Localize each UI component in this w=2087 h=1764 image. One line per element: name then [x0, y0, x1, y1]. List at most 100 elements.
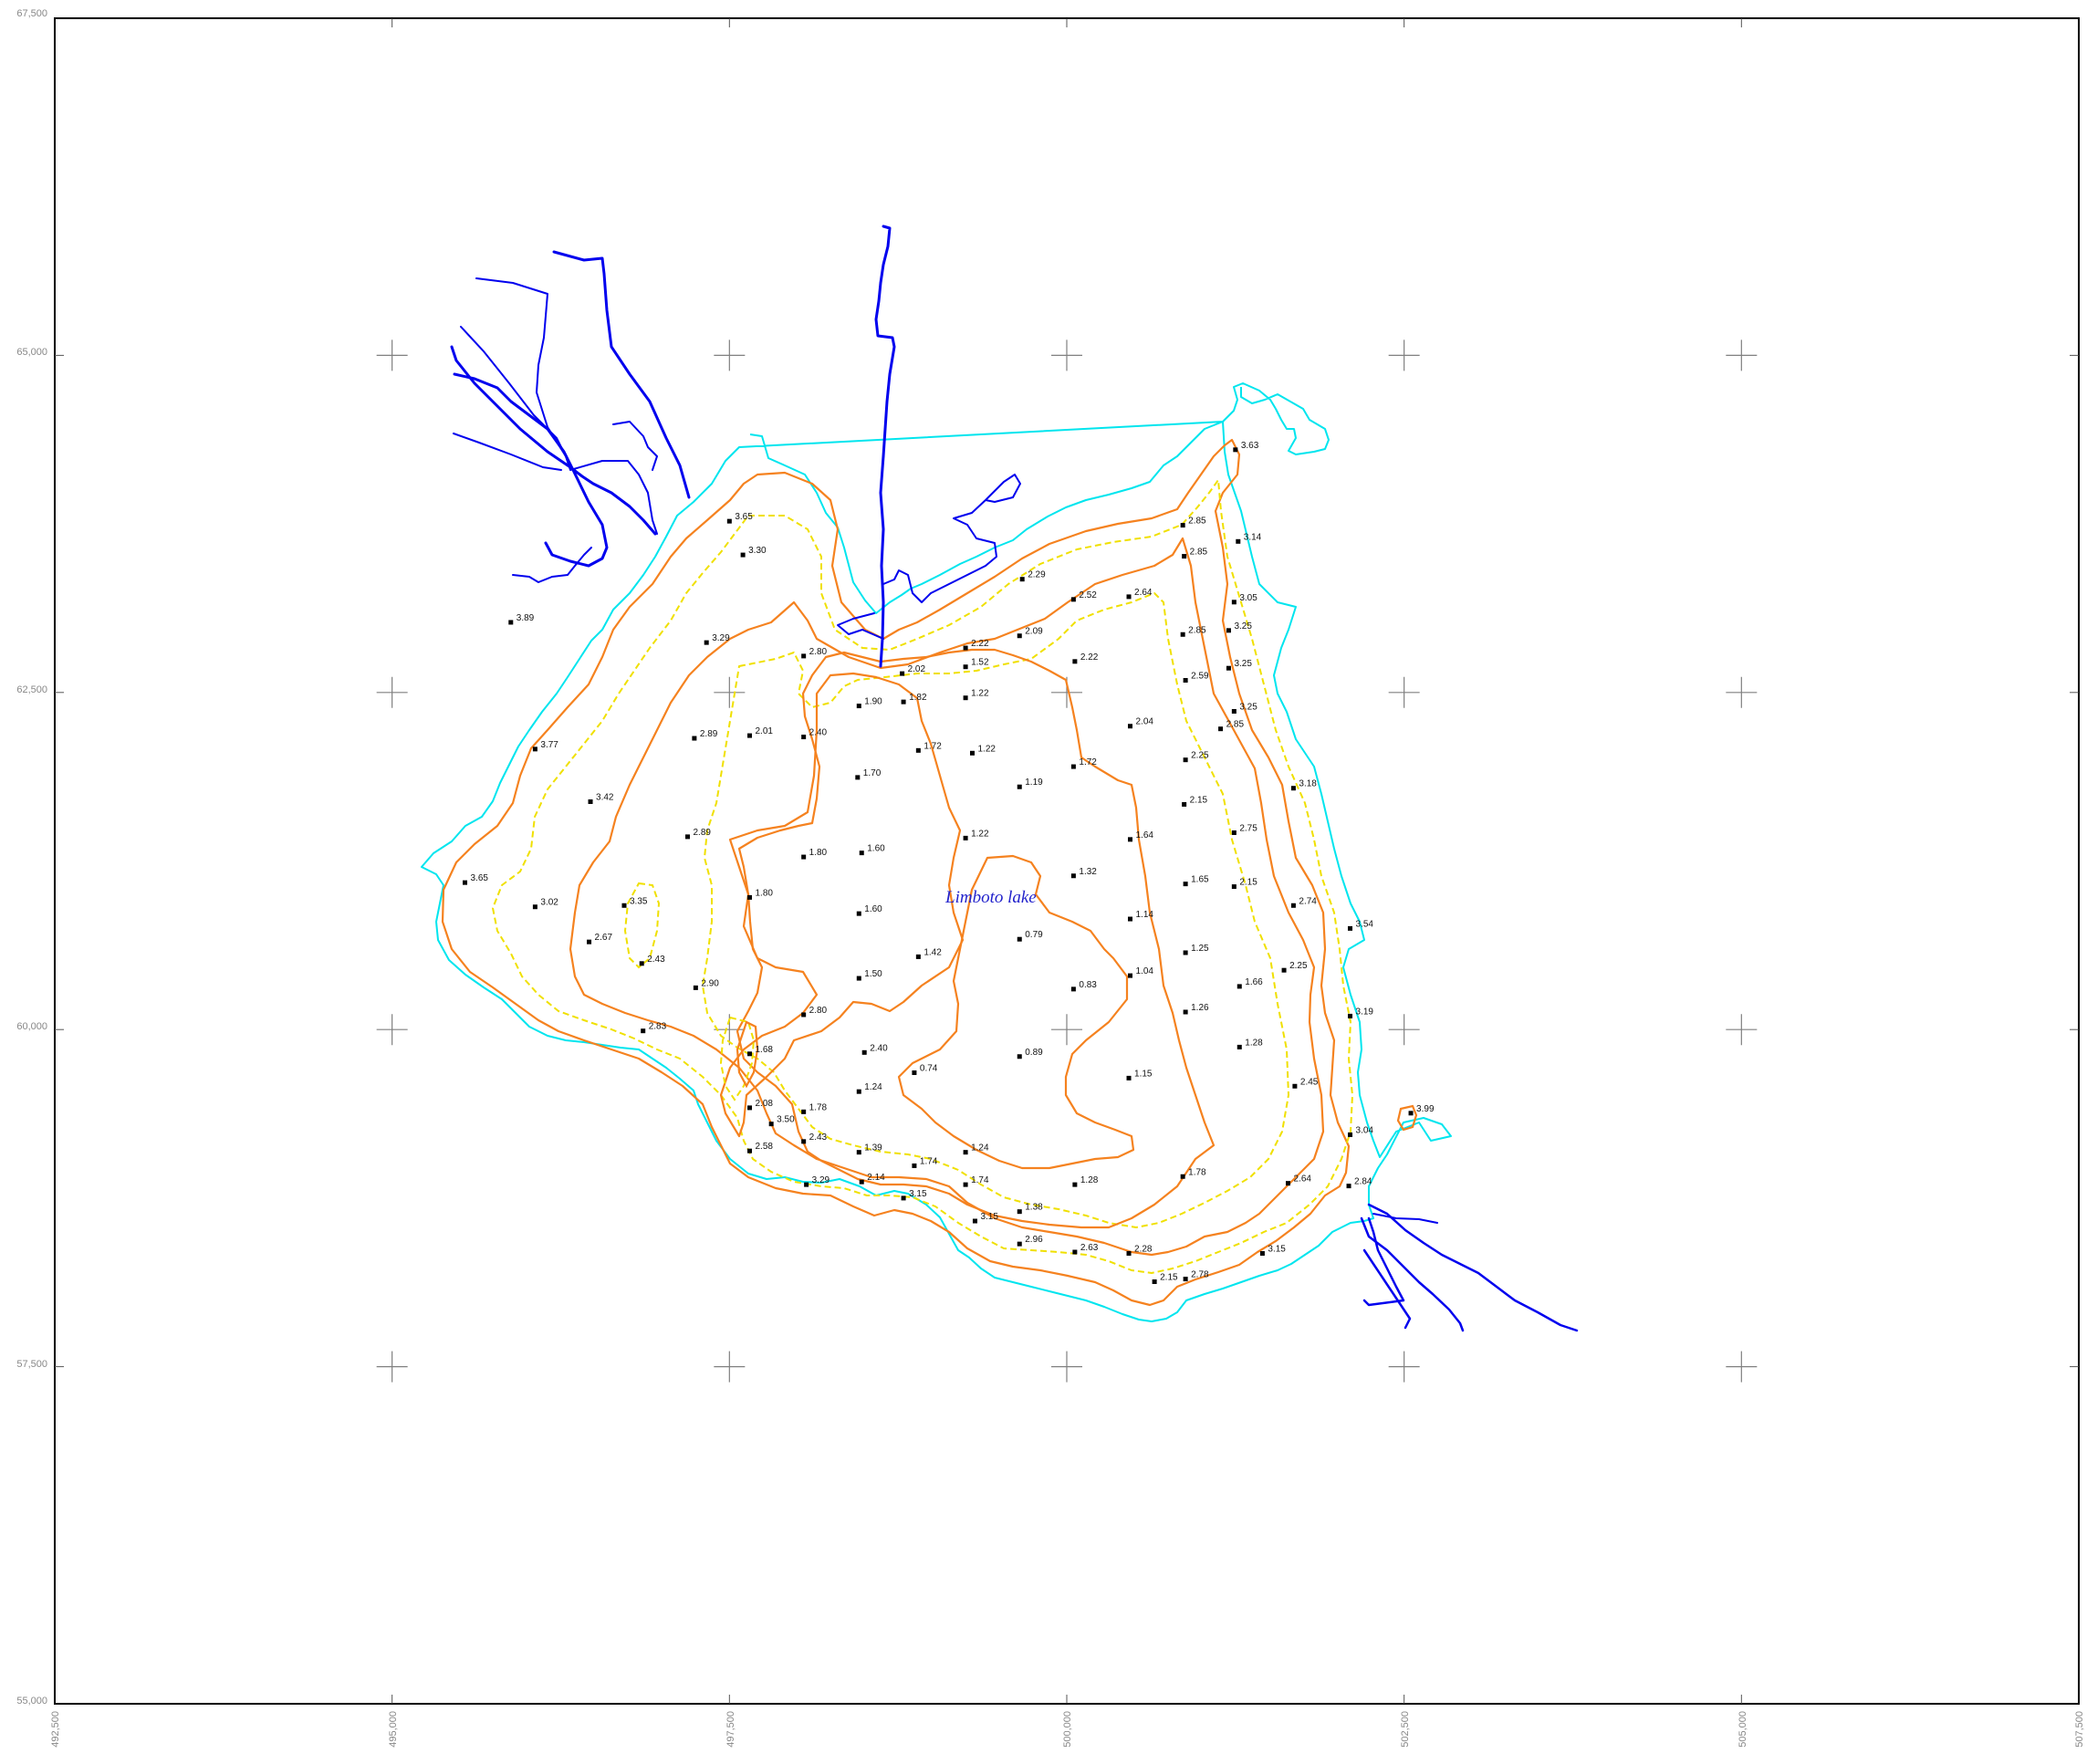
- sounding-label: 1.14: [1135, 910, 1153, 920]
- sounding-marker: [972, 1218, 977, 1224]
- sounding-label: 2.52: [1079, 590, 1097, 600]
- sounding-marker: [532, 904, 537, 910]
- contour-ring-west: [623, 882, 661, 969]
- sounding-marker: [1126, 1075, 1132, 1080]
- sounding-marker: [801, 653, 807, 659]
- sounding-marker: [684, 834, 690, 840]
- grid-cross-4-2: [1388, 676, 1420, 708]
- sounding-label: 2.63: [1080, 1243, 1099, 1253]
- sounding-point: 1.15: [1126, 1069, 1153, 1080]
- sounding-label: 1.24: [864, 1082, 882, 1092]
- river-nw-1[interactable]: [552, 250, 691, 499]
- sounding-marker: [1126, 1250, 1132, 1256]
- sounding-point: 3.54: [1348, 919, 1373, 931]
- sounding-marker: [1408, 1111, 1414, 1116]
- sounding-point: 3.15: [901, 1189, 927, 1201]
- rivers: [450, 224, 1579, 1332]
- sounding-point: 2.15: [1231, 878, 1257, 890]
- y-tick-label-4: 60,000: [16, 1021, 47, 1032]
- sounding-point: 1.22: [969, 744, 996, 756]
- sounding-marker: [801, 854, 807, 860]
- sounding-point: 1.28: [1237, 1038, 1263, 1049]
- sounding-label: 3.15: [909, 1189, 927, 1199]
- sounding-point: 3.63: [1233, 441, 1259, 453]
- sounding-marker: [1182, 554, 1187, 559]
- sounding-marker: [969, 750, 975, 756]
- sounding-marker: [587, 939, 592, 945]
- sounding-marker: [1070, 597, 1076, 602]
- sounding-label: 1.72: [923, 741, 942, 751]
- river-nw-7: [512, 547, 592, 583]
- sounding-marker: [1226, 665, 1231, 671]
- sounding-point: 2.64: [1126, 588, 1153, 600]
- sounding-marker: [963, 645, 968, 651]
- axis-ticks: [55, 18, 2079, 1704]
- sounding-point: 2.59: [1183, 672, 1209, 684]
- sounding-marker: [901, 1195, 906, 1201]
- sounding-marker: [1231, 884, 1237, 890]
- grid-cross-3-1: [1051, 339, 1082, 371]
- sounding-point: 3.25: [1226, 621, 1252, 633]
- sounding-point: 2.01: [747, 726, 773, 738]
- sounding-label: 3.54: [1356, 919, 1374, 929]
- sounding-label: 3.04: [1356, 1125, 1374, 1135]
- sounding-label: 3.42: [596, 792, 614, 802]
- sounding-marker: [901, 699, 906, 705]
- sounding-label: 1.65: [1191, 875, 1209, 885]
- sounding-marker: [1017, 784, 1022, 789]
- sounding-marker: [1019, 577, 1025, 582]
- river-nw-3: [460, 326, 571, 466]
- sounding-marker: [1017, 1241, 1022, 1247]
- y-tick-label-5: 57,500: [16, 1359, 47, 1370]
- sounding-label: 2.15: [1190, 795, 1208, 805]
- sounding-point: 1.78: [801, 1102, 828, 1114]
- sounding-label: 3.25: [1234, 659, 1252, 669]
- sounding-point: 1.22: [963, 689, 989, 701]
- sounding-point: 2.80: [801, 647, 828, 659]
- river-ne-trib: [882, 474, 1021, 603]
- sounding-marker: [963, 664, 968, 670]
- sounding-point: 3.29: [804, 1175, 830, 1187]
- sounding-marker: [1348, 1013, 1353, 1018]
- sounding-marker: [1127, 973, 1132, 978]
- contour-second-dashed: [702, 592, 1289, 1228]
- sounding-label: 2.75: [1239, 823, 1257, 833]
- sounding-point: 3.89: [508, 613, 535, 625]
- sounding-marker: [915, 747, 921, 753]
- depth-soundings: 3.65 3.30 3.89 3.29 2.80 2.02 2.22 2.09 1.52 2.29…: [463, 441, 1435, 1285]
- grid-crosses: [376, 339, 1758, 1383]
- sounding-marker: [1127, 724, 1132, 729]
- sounding-marker: [1231, 708, 1237, 714]
- sounding-point: 1.52: [963, 658, 989, 670]
- sounding-marker: [912, 1163, 917, 1168]
- sounding-marker: [1127, 837, 1132, 842]
- sounding-point: 1.25: [1183, 944, 1209, 955]
- sounding-point: 3.02: [532, 898, 558, 910]
- grid-cross-2-1: [714, 339, 746, 371]
- sounding-point: 2.85: [1182, 548, 1208, 559]
- sounding-label: 2.15: [1239, 878, 1257, 888]
- sounding-point: 2.64: [1286, 1174, 1311, 1186]
- sounding-marker: [1346, 1184, 1351, 1189]
- sounding-marker: [1017, 1209, 1022, 1215]
- sounding-label: 1.90: [864, 697, 882, 707]
- sounding-marker: [1180, 1174, 1185, 1179]
- sounding-point: 2.28: [1126, 1244, 1153, 1256]
- sounding-point: 2.80: [801, 1006, 828, 1018]
- grid-cross-4-3: [1388, 1014, 1420, 1046]
- sounding-marker: [1070, 873, 1076, 879]
- sounding-label: 1.24: [971, 1143, 989, 1153]
- sounding-marker: [1017, 633, 1022, 639]
- sounding-label: 1.78: [809, 1102, 828, 1112]
- sounding-point: 3.15: [972, 1212, 998, 1224]
- sounding-label: 3.63: [1241, 441, 1259, 451]
- grid-cross-3-3: [1051, 1014, 1082, 1046]
- contour-small-orange: [736, 1020, 759, 1089]
- x-tick-label-3: 497,500: [725, 1711, 736, 1748]
- sounding-point: 2.89: [684, 828, 711, 840]
- sounding-marker: [1226, 628, 1231, 633]
- sounding-point: 2.43: [801, 1133, 828, 1144]
- sounding-point: 2.15: [1182, 795, 1208, 807]
- sounding-point: 1.22: [963, 829, 989, 840]
- grid-cross-1-3: [376, 1014, 408, 1046]
